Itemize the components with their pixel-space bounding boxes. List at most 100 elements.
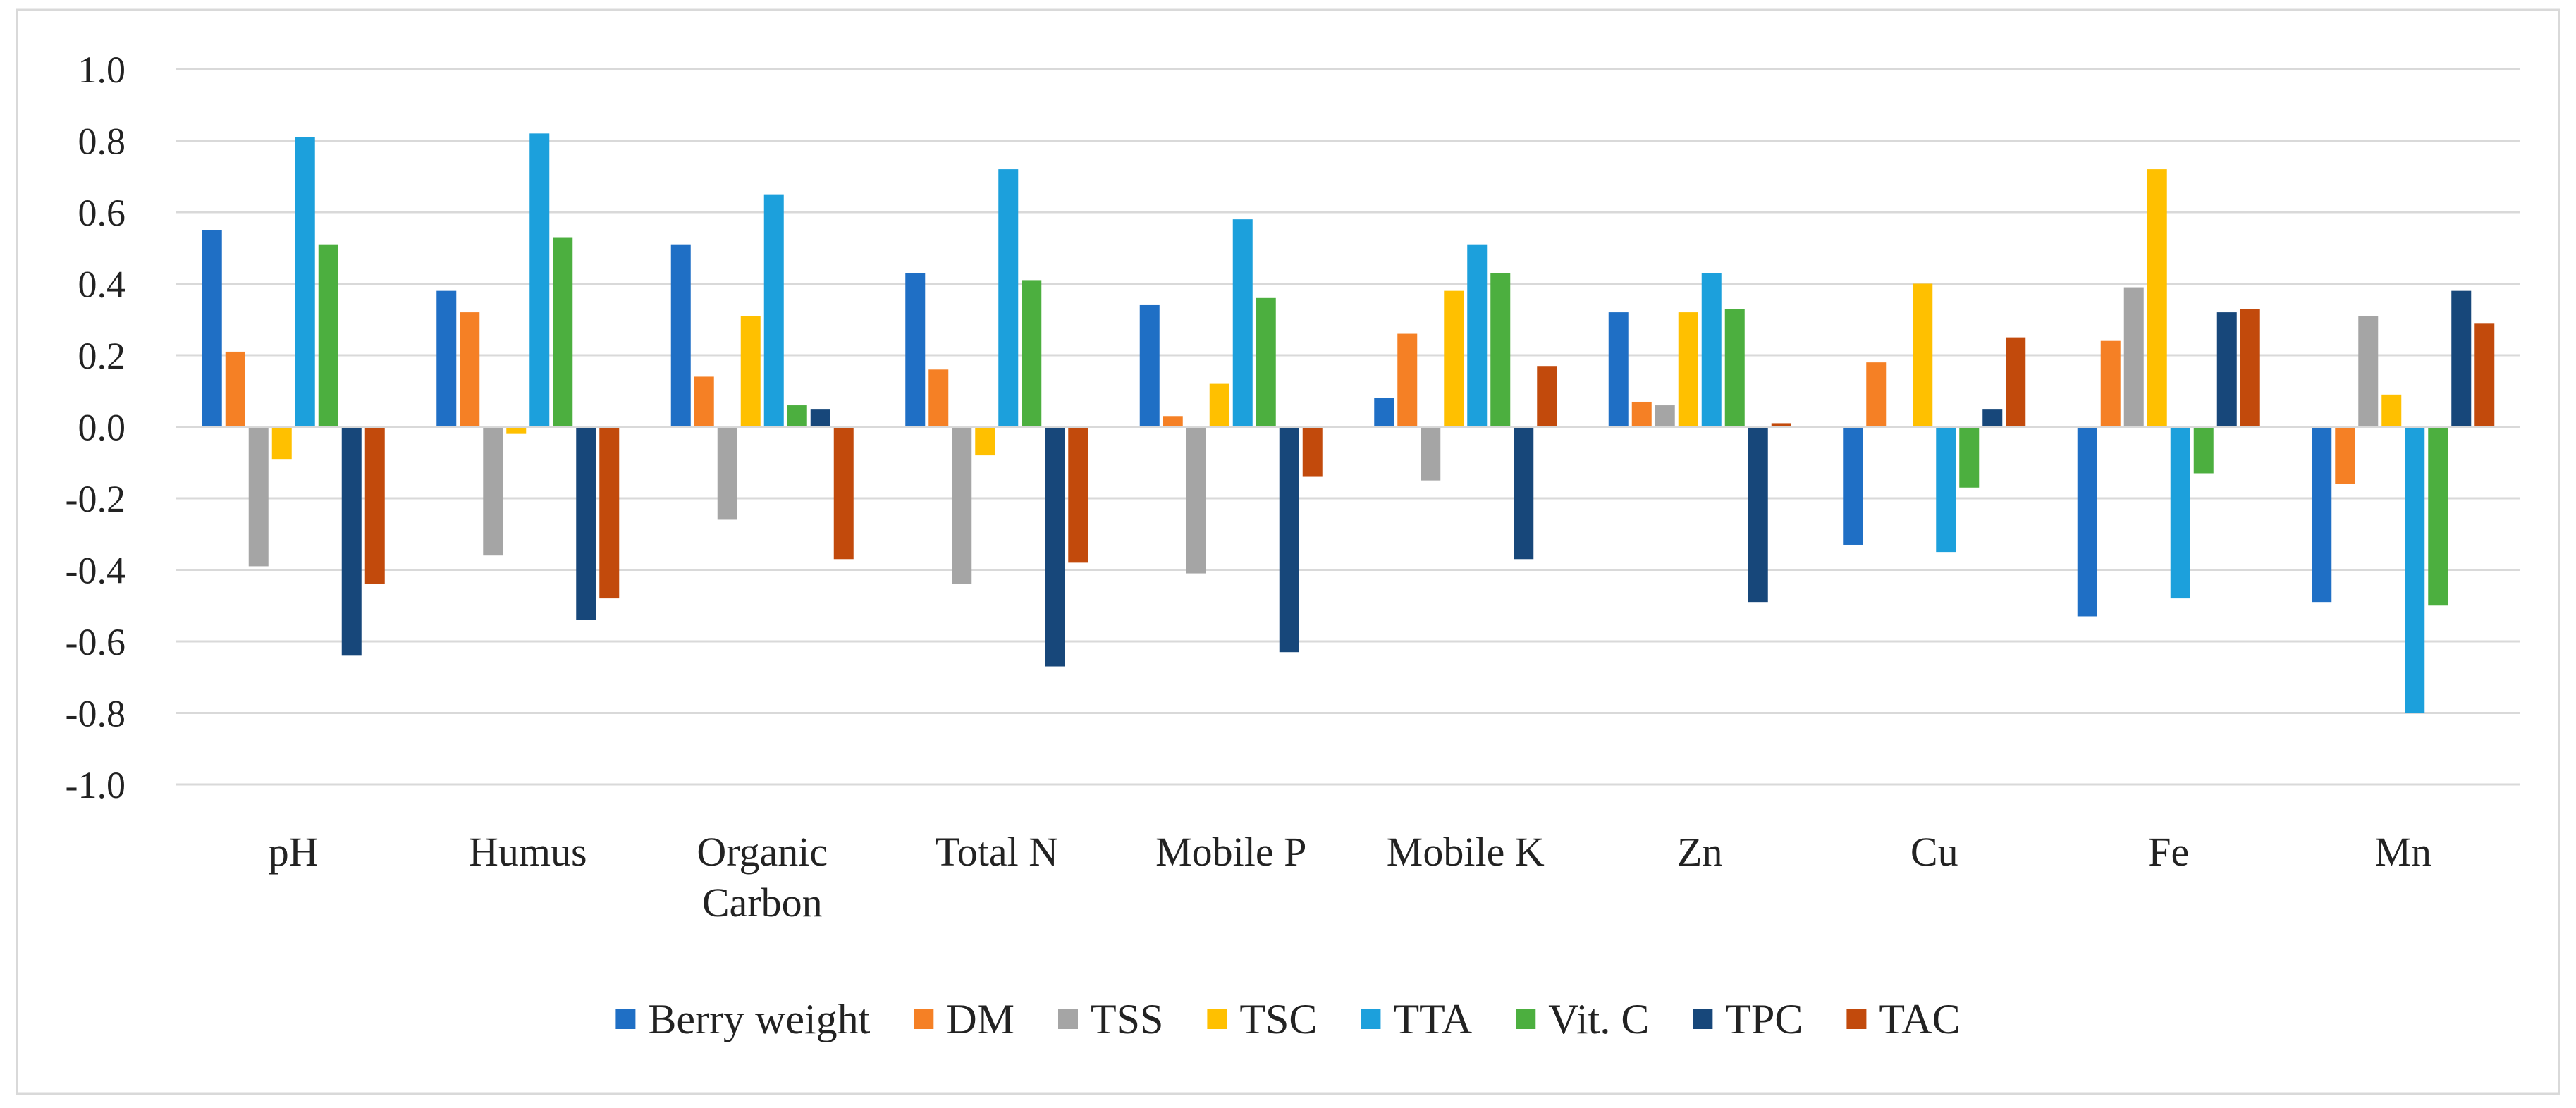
bar: [2474, 323, 2495, 427]
bar: [905, 273, 926, 427]
bar: [2193, 426, 2214, 474]
bar: [271, 426, 292, 460]
bar: [2428, 426, 2448, 606]
bar: [1186, 426, 1206, 574]
bar: [2170, 426, 2190, 599]
bar: [1045, 426, 1065, 667]
x-category-label: Total N: [935, 829, 1058, 875]
bar: [1678, 312, 1698, 427]
bar: [1724, 309, 1745, 427]
bar: [1631, 401, 1652, 427]
bar: [2240, 309, 2260, 427]
bar: [1771, 423, 1791, 427]
bar: [694, 376, 714, 427]
bar: [1444, 290, 1464, 427]
bar: [553, 237, 573, 427]
bar: [2451, 290, 2472, 427]
legend-label: Vit. C: [1548, 996, 1649, 1042]
bar: [740, 316, 761, 427]
bar: [364, 426, 385, 584]
legend-item: DM: [914, 996, 1014, 1042]
y-tick-label: -0.6: [66, 621, 125, 663]
legend-swatch: [1516, 1009, 1536, 1029]
y-tick-label: -0.2: [66, 478, 125, 520]
bar: [2312, 426, 2332, 603]
bar: [341, 426, 362, 656]
y-tick-label: 0.2: [78, 335, 126, 377]
y-tick-label: -1.0: [66, 764, 125, 806]
legend-swatch: [1207, 1009, 1227, 1029]
y-tick-label: 0.6: [78, 192, 126, 234]
bar: [2216, 312, 2237, 427]
y-tick-label: 1.0: [78, 49, 126, 91]
bar: [1374, 398, 1394, 427]
bar: [576, 426, 596, 620]
bar: [717, 426, 737, 520]
x-category-label: Zn: [1677, 829, 1722, 875]
bar: [295, 137, 315, 427]
x-category-label: Fe: [2148, 829, 2189, 875]
bar: [2405, 426, 2425, 713]
bar: [1537, 366, 1557, 427]
x-category-label: Humus: [469, 829, 587, 875]
bar: [1959, 426, 1980, 488]
legend-swatch: [914, 1009, 934, 1029]
legend-label: TPC: [1725, 996, 1803, 1042]
bar: [460, 312, 480, 427]
x-category-label: Mobile P: [1155, 829, 1306, 875]
bars: [202, 133, 2495, 713]
bar: [1701, 273, 1722, 427]
bar: [787, 405, 807, 427]
legend-label: DM: [946, 996, 1014, 1042]
legend-item: TSC: [1207, 996, 1317, 1042]
bar: [1163, 416, 1183, 427]
legend-label: TSS: [1091, 996, 1163, 1042]
bar: [833, 426, 854, 560]
bar: [1421, 426, 1441, 481]
bar: [2147, 169, 2167, 427]
bar: [998, 169, 1019, 427]
bar: [1068, 426, 1088, 563]
bar: [1608, 312, 1629, 427]
bar: [1866, 362, 1887, 427]
bar: [483, 426, 503, 556]
legend-item: Vit. C: [1516, 996, 1649, 1042]
legend-swatch: [615, 1009, 636, 1029]
y-tick-label: -0.4: [66, 550, 125, 592]
bar: [1256, 297, 1276, 427]
legend-item: Berry weight: [615, 996, 871, 1042]
bar: [2335, 426, 2355, 484]
legend-label: TTA: [1393, 996, 1472, 1042]
bar: [248, 426, 269, 567]
y-tick-label: 0.4: [78, 264, 126, 306]
legend-swatch: [1693, 1009, 1713, 1029]
bar: [1397, 333, 1418, 427]
bar: [2358, 316, 2379, 427]
bar: [1302, 426, 1323, 477]
y-tick-label: 0.0: [78, 407, 126, 449]
bar: [1490, 273, 1511, 427]
bar: [952, 426, 972, 584]
bar: [506, 426, 527, 434]
bar: [928, 369, 949, 427]
legend-label: TAC: [1879, 996, 1960, 1042]
legend-label: Berry weight: [648, 996, 870, 1042]
bar: [1279, 426, 1299, 653]
legend-item: TSS: [1058, 996, 1163, 1042]
legend-swatch: [1058, 1009, 1078, 1029]
bar: [318, 244, 338, 427]
x-category-label: Organic: [697, 829, 828, 875]
x-axis-categories: pH Humus Organic Carbon Total N Mobile P Mobil…: [269, 829, 2431, 925]
y-tick-label: -0.8: [66, 693, 125, 735]
bar: [529, 133, 550, 427]
legend: Berry weight DM TSS TSC TTA Vit. C TPC TAC: [615, 996, 1961, 1042]
bar: [2381, 394, 2402, 427]
bar: [2100, 340, 2121, 427]
bar: [1467, 244, 1488, 427]
bar: [975, 426, 995, 456]
x-category-label: Mobile K: [1387, 829, 1545, 875]
bar: [1514, 426, 1534, 560]
legend-swatch: [1361, 1009, 1381, 1029]
bar: [2006, 337, 2026, 427]
